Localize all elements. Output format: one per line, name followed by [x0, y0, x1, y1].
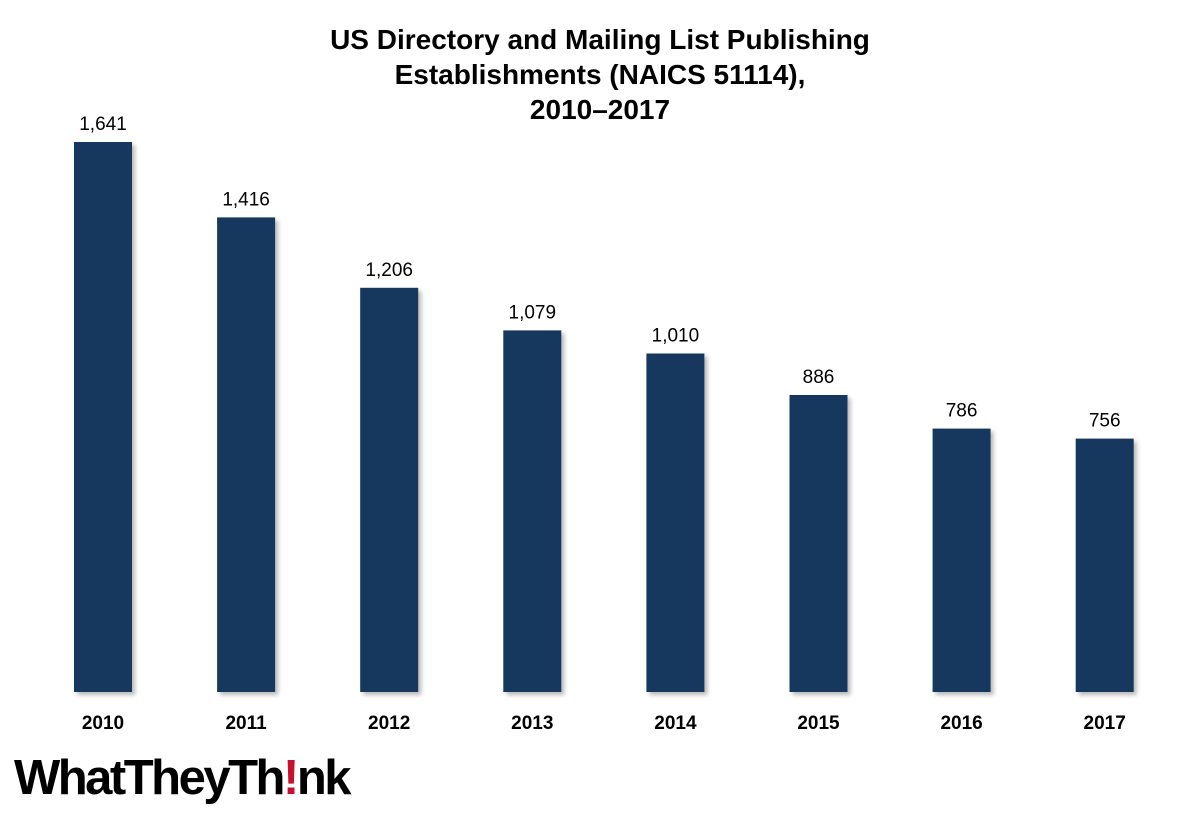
data-label-2012: 1,206: [365, 260, 413, 281]
data-label-2010: 1,641: [79, 114, 127, 135]
whattheythink-logo: WhatTheyTh!nk: [14, 748, 374, 808]
bar-2014: [646, 353, 705, 692]
logo-text-after: nk: [296, 751, 352, 805]
chart-title-line: US Directory and Mailing List Publishing: [330, 24, 870, 55]
x-tick-label-2010: 2010: [82, 713, 124, 734]
x-tick-label-2014: 2014: [654, 713, 697, 734]
data-labels-layer: 1,641 1,416 1,206 1,079 1,010 886 786 756: [79, 114, 1120, 432]
chart-title-line: Establishments (NAICS 51114),: [394, 59, 806, 90]
x-tick-label-2012: 2012: [368, 713, 410, 734]
x-tick-label-2015: 2015: [797, 713, 840, 734]
x-tick-label-2013: 2013: [511, 713, 553, 734]
x-tick-label-2017: 2017: [1084, 713, 1126, 734]
data-label-2011: 1,416: [222, 189, 270, 210]
logo-text-before: WhatTheyTh: [14, 751, 285, 805]
x-tick-label-2016: 2016: [940, 713, 982, 734]
chart-title-line: 2010–2017: [529, 94, 671, 125]
bar-2015: [789, 395, 848, 692]
bar-2010: [74, 142, 132, 692]
bars-layer: [74, 142, 1134, 692]
x-tick-label-2011: 2011: [225, 713, 267, 734]
bar-2013: [503, 330, 562, 692]
data-label-2013: 1,079: [509, 302, 557, 323]
bar-2011: [217, 217, 276, 692]
bar-2017: [1075, 438, 1134, 692]
x-axis-tick-labels: 2010 2011 2012 2013 2014 2015 2016 2017: [82, 713, 1126, 734]
logo-exclamation-icon: !: [282, 751, 299, 805]
bar-2012: [360, 287, 419, 692]
bar-2016: [932, 428, 991, 692]
data-label-2016: 786: [946, 401, 978, 422]
data-label-2017: 756: [1089, 411, 1121, 432]
data-label-2014: 1,010: [652, 326, 700, 347]
chart-title: US Directory and Mailing List Publishing…: [0, 22, 1200, 127]
data-label-2015: 886: [803, 367, 835, 388]
